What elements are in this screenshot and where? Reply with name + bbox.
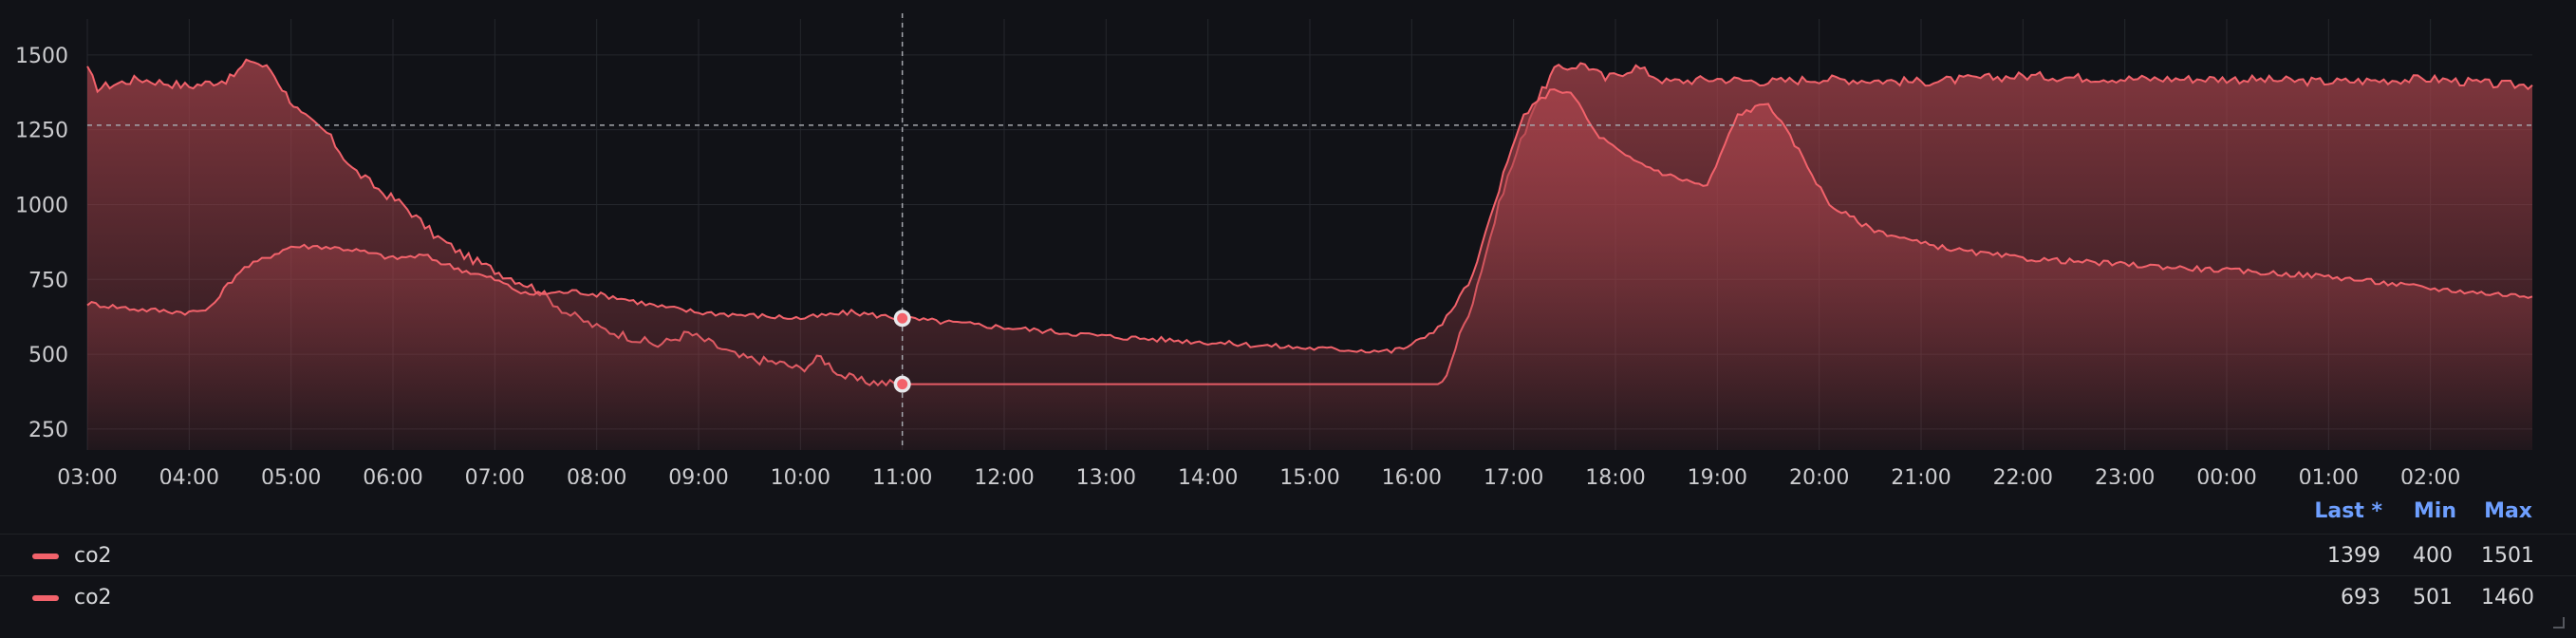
series-line (86, 88, 2533, 354)
x-tick-label: 03:00 (57, 466, 117, 484)
x-tick-label: 15:00 (1279, 466, 1339, 484)
legend-header-max[interactable]: Max (2484, 499, 2532, 523)
y-tick-label: 750 (28, 269, 68, 292)
x-tick-label: 11:00 (872, 466, 932, 484)
y-axis: 250 500 750 1000 1250 1500 (15, 45, 68, 442)
x-tick-label: 12:00 (974, 466, 1034, 484)
x-tick-label: 22:00 (1993, 466, 2053, 484)
x-tick-label: 16:00 (1382, 466, 1442, 484)
x-tick-label: 18:00 (1585, 466, 1645, 484)
hover-point (897, 379, 908, 390)
x-tick-label: 05:00 (261, 466, 321, 484)
crosshair (87, 13, 2532, 450)
y-tick-label: 500 (28, 344, 68, 367)
series-layer (86, 58, 2533, 451)
x-tick-label: 13:00 (1076, 466, 1136, 484)
x-tick-label: 23:00 (2095, 466, 2155, 484)
legend-row[interactable]: co2 693 501 1460 (0, 575, 2576, 618)
legend-last-value: 693 (2341, 586, 2380, 610)
legend-series-name[interactable]: co2 (74, 544, 112, 568)
hover-point (897, 312, 908, 324)
legend-row[interactable]: co2 1399 400 1501 (0, 534, 2576, 576)
legend-max-value: 1501 (2481, 544, 2534, 568)
x-tick-label: 20:00 (1789, 466, 1849, 484)
x-tick-label: 07:00 (465, 466, 525, 484)
legend-min-value: 501 (2413, 586, 2453, 610)
x-tick-label: 00:00 (2196, 466, 2256, 484)
series-color-swatch (32, 595, 59, 601)
x-tick-label: 19:00 (1688, 466, 1747, 484)
y-tick-label: 250 (28, 419, 68, 442)
legend-header: Last * Min Max (0, 492, 2576, 534)
legend-table: Last * Min Max co2 1399 400 1501 co2 693… (0, 492, 2576, 610)
series-color-swatch (32, 554, 59, 559)
legend-series-name[interactable]: co2 (74, 586, 112, 610)
legend-header-last[interactable]: Last * (2314, 499, 2382, 523)
series-area-fill (87, 89, 2532, 450)
x-tick-label: 02:00 (2400, 466, 2460, 484)
y-tick-label: 1250 (15, 120, 68, 143)
x-tick-label: 21:00 (1891, 466, 1951, 484)
x-tick-label: 17:00 (1484, 466, 1543, 484)
legend-last-value: 1399 (2327, 544, 2380, 568)
time-series-chart[interactable]: 250 500 750 1000 1250 1500 03:00 04:00 05:00 06:… (0, 0, 2576, 484)
y-tick-label: 1000 (15, 194, 68, 217)
legend-max-value: 1460 (2481, 586, 2534, 610)
x-tick-label: 14:00 (1178, 466, 1238, 484)
legend-min-value: 400 (2413, 544, 2453, 568)
x-tick-label: 04:00 (159, 466, 219, 484)
x-tick-label: 08:00 (567, 466, 626, 484)
legend-header-min[interactable]: Min (2413, 499, 2456, 523)
x-axis: 03:00 04:00 05:00 06:00 07:00 08:00 09:00 10:00… (57, 466, 2460, 484)
y-tick-label: 1500 (15, 45, 68, 68)
resize-handle-icon[interactable] (2553, 617, 2565, 629)
x-tick-label: 09:00 (668, 466, 728, 484)
x-tick-label: 06:00 (363, 466, 422, 484)
x-tick-label: 01:00 (2299, 466, 2359, 484)
x-tick-label: 10:00 (771, 466, 831, 484)
